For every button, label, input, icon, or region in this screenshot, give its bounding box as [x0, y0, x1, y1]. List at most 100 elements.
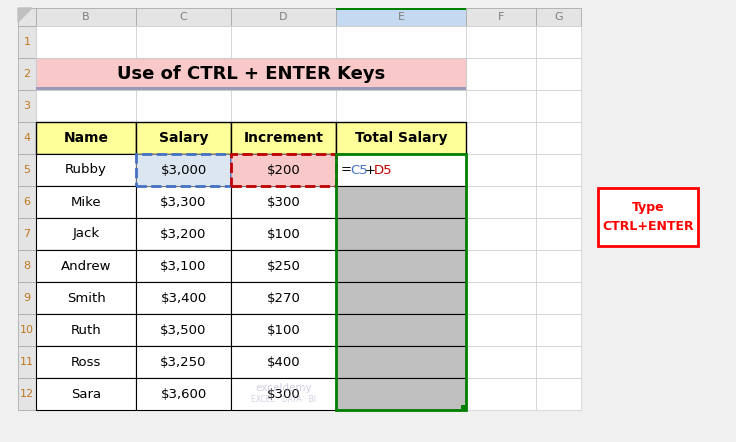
Bar — [18, 90, 36, 122]
Bar — [536, 282, 581, 314]
Text: $200: $200 — [266, 164, 300, 176]
Text: 12: 12 — [20, 389, 34, 399]
Text: Use of CTRL + ENTER Keys: Use of CTRL + ENTER Keys — [117, 65, 385, 83]
Text: $3,400: $3,400 — [160, 292, 207, 305]
Text: Smith: Smith — [67, 292, 105, 305]
Bar — [336, 90, 466, 122]
Text: C5: C5 — [350, 164, 368, 176]
Text: Name: Name — [63, 131, 108, 145]
Text: 3: 3 — [24, 101, 30, 111]
Bar — [136, 218, 231, 250]
Text: $400: $400 — [266, 355, 300, 369]
Bar — [18, 8, 581, 410]
Bar — [36, 8, 136, 26]
Bar — [136, 90, 231, 122]
Bar — [231, 186, 336, 218]
Bar — [231, 122, 336, 154]
Bar — [36, 154, 136, 186]
Bar — [536, 250, 581, 282]
Bar — [36, 314, 136, 346]
Text: $3,600: $3,600 — [160, 388, 207, 400]
Bar — [536, 378, 581, 410]
Bar — [18, 378, 36, 410]
Bar — [536, 186, 581, 218]
Bar — [336, 26, 466, 58]
Bar — [466, 122, 536, 154]
Bar — [18, 154, 36, 186]
Polygon shape — [18, 8, 32, 22]
Bar — [466, 218, 536, 250]
Text: $270: $270 — [266, 292, 300, 305]
Bar — [136, 218, 231, 250]
Bar — [136, 8, 231, 26]
Bar — [231, 282, 336, 314]
Bar — [336, 122, 466, 154]
Bar — [36, 378, 136, 410]
Bar — [466, 26, 536, 58]
Bar — [461, 405, 466, 410]
Bar — [18, 218, 36, 250]
Text: 4: 4 — [24, 133, 31, 143]
Bar — [136, 282, 231, 314]
Bar — [231, 154, 336, 186]
Text: 5: 5 — [24, 165, 30, 175]
Bar — [136, 250, 231, 282]
Text: $100: $100 — [266, 324, 300, 336]
Bar — [336, 154, 466, 186]
Bar — [336, 186, 466, 218]
Bar — [36, 186, 136, 218]
Text: $3,300: $3,300 — [160, 195, 207, 209]
Bar — [36, 58, 466, 90]
Text: $200: $200 — [266, 164, 300, 176]
Text: EXCEL · DATA · BI: EXCEL · DATA · BI — [251, 396, 316, 404]
Bar — [336, 346, 466, 378]
Bar — [36, 90, 136, 122]
Bar — [231, 314, 336, 346]
Bar — [336, 314, 466, 346]
Bar — [536, 26, 581, 58]
Text: 8: 8 — [24, 261, 31, 271]
Bar — [136, 314, 231, 346]
Text: Sara: Sara — [71, 388, 101, 400]
Bar — [36, 154, 136, 186]
Bar — [466, 378, 536, 410]
Bar — [336, 250, 466, 282]
Bar — [336, 250, 466, 282]
Bar — [18, 8, 36, 26]
Bar — [336, 122, 466, 154]
Bar — [36, 378, 136, 410]
Text: 11: 11 — [20, 357, 34, 367]
Bar — [136, 154, 231, 186]
Text: =: = — [341, 164, 352, 176]
Bar — [136, 58, 231, 90]
Bar — [136, 346, 231, 378]
Text: 10: 10 — [20, 325, 34, 335]
Bar — [136, 186, 231, 218]
Bar — [36, 314, 136, 346]
Bar — [36, 282, 136, 314]
Text: $250: $250 — [266, 259, 300, 273]
Text: 1: 1 — [24, 37, 30, 47]
Text: Andrew: Andrew — [61, 259, 111, 273]
Bar — [466, 90, 536, 122]
Bar — [231, 186, 336, 218]
Bar — [136, 314, 231, 346]
Bar — [36, 218, 136, 250]
Bar — [18, 58, 36, 90]
Bar — [136, 122, 231, 154]
Bar — [18, 314, 36, 346]
Bar — [231, 218, 336, 250]
Bar — [336, 346, 466, 378]
Text: E: E — [397, 12, 405, 22]
Bar — [18, 186, 36, 218]
Bar — [231, 26, 336, 58]
Text: $300: $300 — [266, 388, 300, 400]
Bar — [18, 250, 36, 282]
Bar — [336, 282, 466, 314]
Bar — [466, 58, 536, 90]
Text: Salary: Salary — [159, 131, 208, 145]
Text: Increment: Increment — [244, 131, 324, 145]
Bar — [136, 186, 231, 218]
Text: exceldemy: exceldemy — [255, 383, 312, 393]
Bar — [136, 282, 231, 314]
